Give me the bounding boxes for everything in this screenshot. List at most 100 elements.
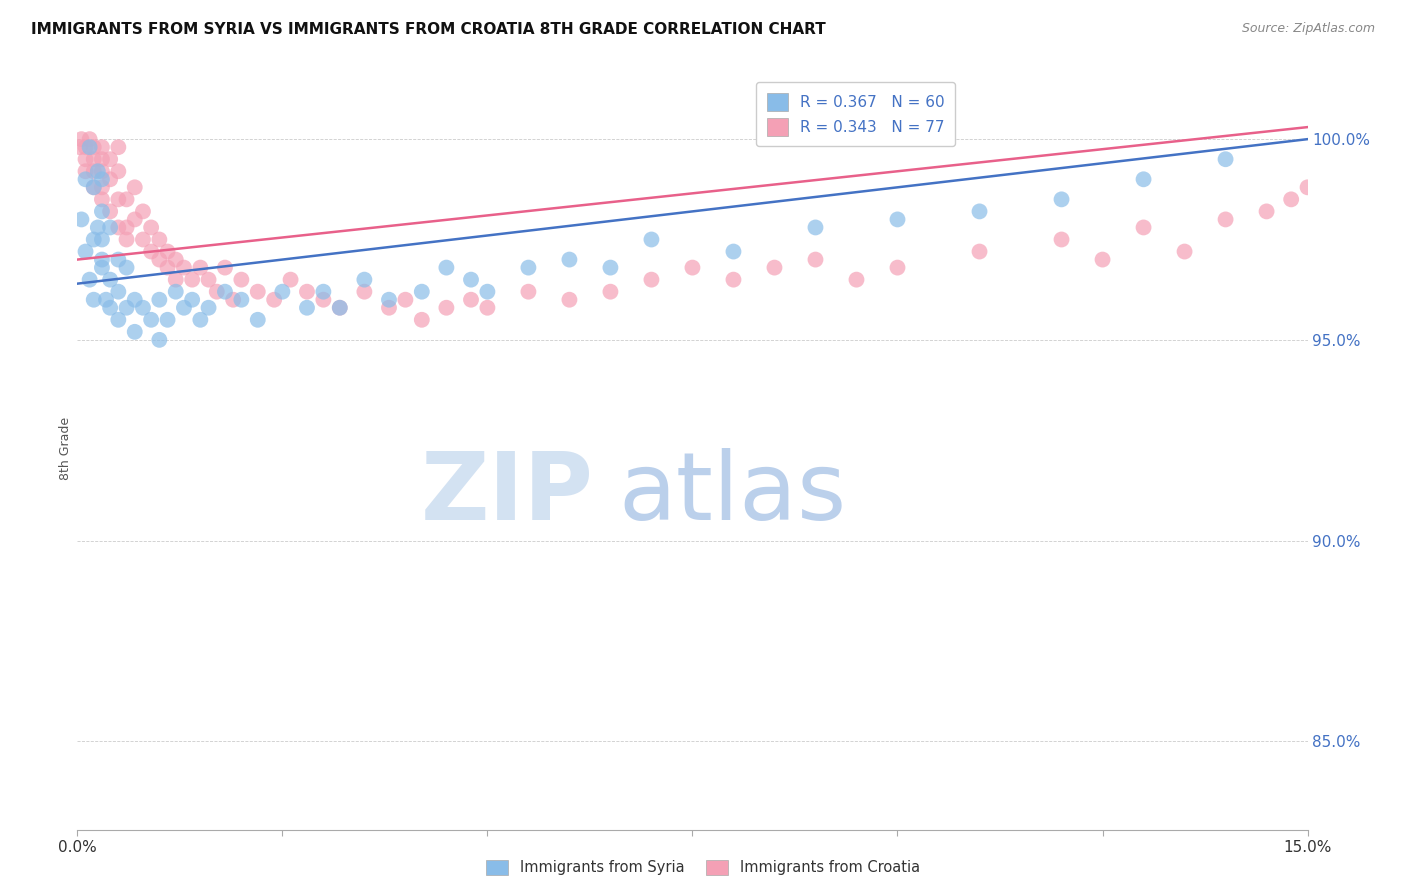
Point xyxy=(188,313,212,327)
Point xyxy=(90,232,114,246)
Point xyxy=(1279,193,1302,207)
Point xyxy=(90,140,114,154)
Point xyxy=(156,244,179,259)
Point xyxy=(1091,252,1114,267)
Point xyxy=(132,301,155,315)
Point xyxy=(98,273,121,287)
Point xyxy=(75,244,97,259)
Point xyxy=(75,172,97,186)
Point xyxy=(214,260,236,275)
Point xyxy=(1256,204,1278,219)
Point xyxy=(90,172,114,186)
Point xyxy=(156,313,179,327)
Point xyxy=(181,273,204,287)
Point xyxy=(141,313,163,327)
Point xyxy=(246,285,269,299)
Point xyxy=(1215,153,1237,167)
Text: Source: ZipAtlas.com: Source: ZipAtlas.com xyxy=(1241,22,1375,36)
Point xyxy=(75,140,97,154)
Point xyxy=(1132,220,1154,235)
Point xyxy=(148,333,170,347)
Point xyxy=(98,153,121,167)
Point xyxy=(886,212,908,227)
Point xyxy=(79,273,101,287)
Point xyxy=(115,220,138,235)
Point xyxy=(83,180,105,194)
Point xyxy=(1132,172,1154,186)
Legend: R = 0.367   N = 60, R = 0.343   N = 77: R = 0.367 N = 60, R = 0.343 N = 77 xyxy=(756,82,956,146)
Point xyxy=(1215,212,1237,227)
Point xyxy=(83,232,105,246)
Point xyxy=(558,293,581,307)
Point xyxy=(70,212,93,227)
Point xyxy=(599,260,621,275)
Point xyxy=(723,273,745,287)
Point xyxy=(83,164,105,178)
Point xyxy=(394,293,416,307)
Point xyxy=(107,252,129,267)
Point xyxy=(763,260,786,275)
Point xyxy=(83,180,105,194)
Point xyxy=(280,273,302,287)
Point xyxy=(156,260,179,275)
Point xyxy=(148,293,170,307)
Point xyxy=(181,293,204,307)
Point xyxy=(460,273,482,287)
Point xyxy=(94,293,117,307)
Point xyxy=(197,273,219,287)
Text: ZIP: ZIP xyxy=(422,448,595,540)
Point xyxy=(353,285,375,299)
Point xyxy=(214,285,236,299)
Y-axis label: 8th Grade: 8th Grade xyxy=(59,417,72,480)
Point xyxy=(124,293,146,307)
Point xyxy=(263,293,285,307)
Point xyxy=(1296,180,1319,194)
Point xyxy=(329,301,352,315)
Point xyxy=(378,301,401,315)
Point xyxy=(723,244,745,259)
Point xyxy=(165,285,187,299)
Point xyxy=(115,260,138,275)
Text: IMMIGRANTS FROM SYRIA VS IMMIGRANTS FROM CROATIA 8TH GRADE CORRELATION CHART: IMMIGRANTS FROM SYRIA VS IMMIGRANTS FROM… xyxy=(31,22,825,37)
Point xyxy=(107,220,129,235)
Point xyxy=(79,132,101,146)
Point xyxy=(517,260,540,275)
Point xyxy=(295,285,318,299)
Point xyxy=(107,285,129,299)
Point xyxy=(148,232,170,246)
Point xyxy=(75,164,97,178)
Point xyxy=(124,212,146,227)
Point xyxy=(98,204,121,219)
Point xyxy=(640,273,662,287)
Point xyxy=(231,273,253,287)
Point xyxy=(312,285,335,299)
Point xyxy=(411,313,433,327)
Point xyxy=(148,252,170,267)
Point xyxy=(188,260,212,275)
Point xyxy=(90,164,114,178)
Point xyxy=(132,204,155,219)
Point xyxy=(90,153,114,167)
Point xyxy=(312,293,335,307)
Point xyxy=(599,285,621,299)
Point xyxy=(69,140,91,154)
Point xyxy=(173,260,195,275)
Point xyxy=(845,273,868,287)
Point xyxy=(271,285,294,299)
Point xyxy=(98,220,121,235)
Point xyxy=(124,325,146,339)
Point xyxy=(558,252,581,267)
Point xyxy=(87,220,110,235)
Legend: Immigrants from Syria, Immigrants from Croatia: Immigrants from Syria, Immigrants from C… xyxy=(479,852,927,883)
Point xyxy=(411,285,433,299)
Point xyxy=(1050,232,1073,246)
Point xyxy=(640,232,662,246)
Point xyxy=(79,140,101,154)
Point xyxy=(165,252,187,267)
Point xyxy=(141,220,163,235)
Point xyxy=(353,273,375,287)
Point xyxy=(1174,244,1197,259)
Point xyxy=(682,260,704,275)
Point xyxy=(107,193,129,207)
Point xyxy=(115,232,138,246)
